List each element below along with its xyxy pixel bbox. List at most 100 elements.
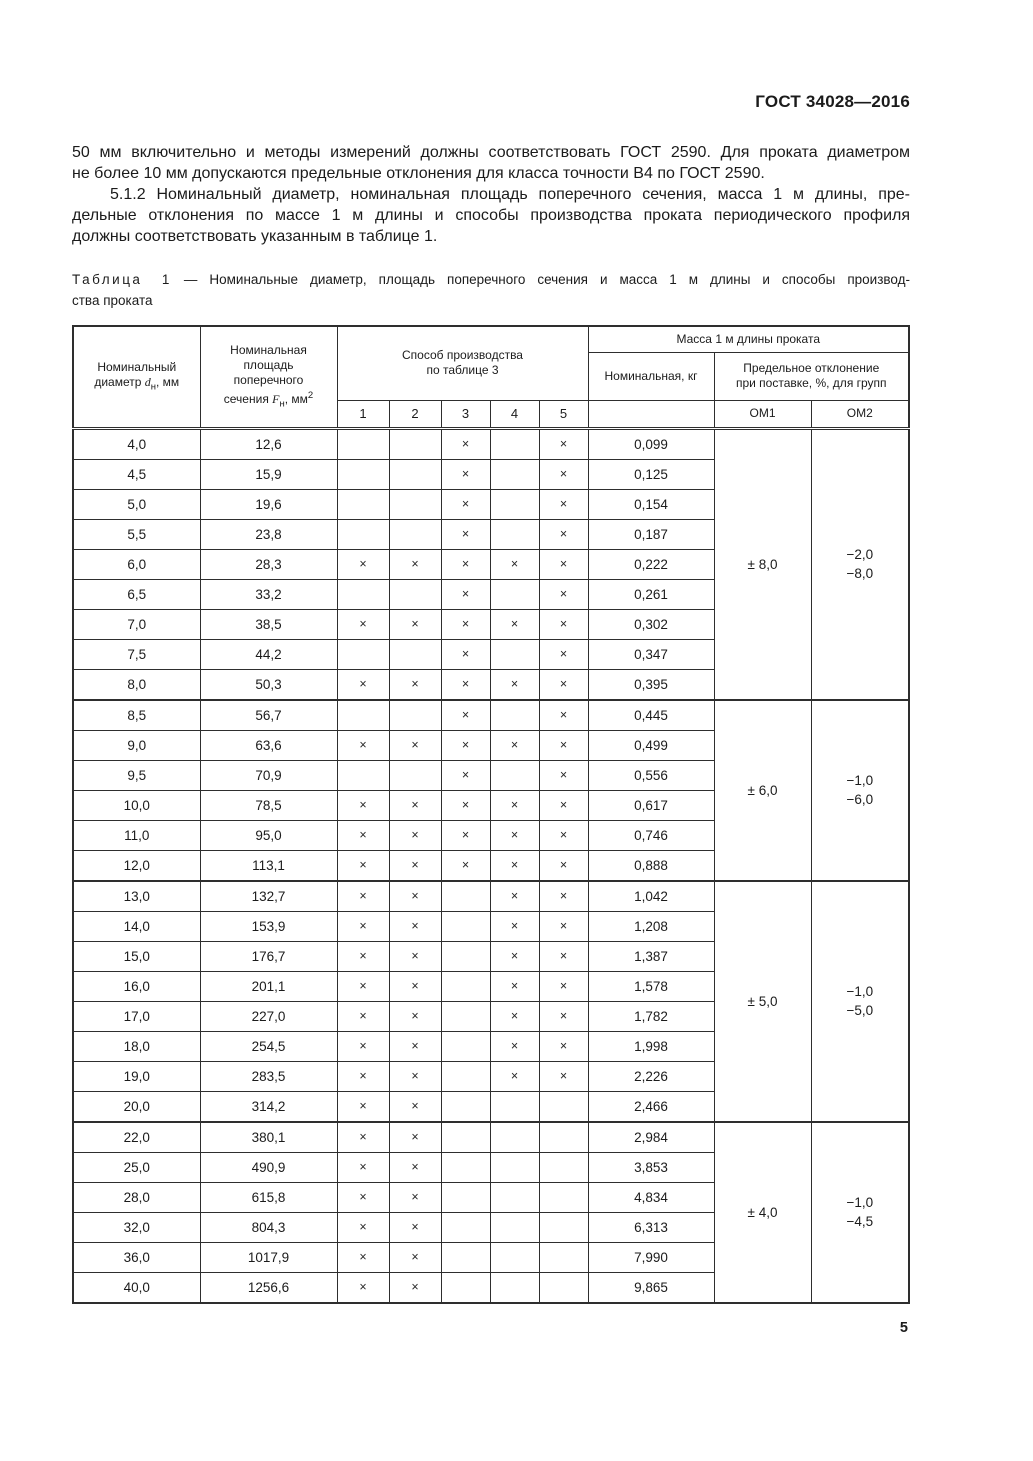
cell-area: 490,9 bbox=[199, 1151, 338, 1183]
cell-diameter: 10,0 bbox=[72, 789, 201, 821]
cell-area: 1256,6 bbox=[199, 1271, 338, 1303]
cell-method-3 bbox=[440, 1151, 491, 1183]
cell-method-3 bbox=[440, 1181, 491, 1213]
cell-method-2: × bbox=[388, 1151, 442, 1183]
cell-method-3: × bbox=[440, 819, 491, 851]
cell-method-5: × bbox=[538, 698, 589, 731]
cell-method-5 bbox=[538, 1241, 589, 1273]
cell-method-2: × bbox=[388, 668, 442, 700]
cell-area: 28,3 bbox=[199, 548, 338, 580]
cell-method-4: × bbox=[489, 1060, 540, 1092]
cell-method-3 bbox=[440, 970, 491, 1002]
col-header-mass: Масса 1 м длины проката bbox=[587, 325, 910, 353]
cell-method-1: × bbox=[336, 1030, 390, 1062]
cell-mass: 0,187 bbox=[587, 518, 715, 550]
table-row: 9,5 70,9 × × 0,556 bbox=[72, 759, 909, 791]
cell-diameter: 11,0 bbox=[72, 819, 201, 851]
cell-method-5: × bbox=[538, 940, 589, 972]
cell-method-2: × bbox=[388, 1181, 442, 1213]
cell-diameter: 6,5 bbox=[72, 578, 201, 610]
cell-area: 38,5 bbox=[199, 608, 338, 640]
table-row: 11,0 95,0 × × × × × 0,746 bbox=[72, 819, 909, 851]
cell-area: 50,3 bbox=[199, 668, 338, 700]
cell-diameter: 8,5 bbox=[72, 698, 201, 731]
cell-method-1: × bbox=[336, 1090, 390, 1122]
cell-diameter: 20,0 bbox=[72, 1090, 201, 1122]
cell-method-1: × bbox=[336, 1120, 390, 1153]
cell-method-1 bbox=[336, 698, 390, 731]
cell-method-4 bbox=[489, 1271, 540, 1303]
col-header-method-3: 3 bbox=[440, 399, 491, 430]
cell-method-5: × bbox=[538, 638, 589, 670]
cell-diameter: 14,0 bbox=[72, 910, 201, 942]
cell-method-5: × bbox=[538, 970, 589, 1002]
table-row: 28,0 615,8 × × 4,834 bbox=[72, 1181, 909, 1213]
cell-method-1 bbox=[336, 458, 390, 490]
paragraph-line: не более 10 мм допускаются предельные от… bbox=[72, 165, 765, 182]
cell-method-4 bbox=[489, 488, 540, 520]
cell-method-3 bbox=[440, 1030, 491, 1062]
cell-area: 63,6 bbox=[199, 729, 338, 761]
cell-method-5 bbox=[538, 1151, 589, 1183]
cell-method-2: × bbox=[388, 1120, 442, 1153]
paragraph-line: 5.1.2 Номинальный диаметр, номинальная п… bbox=[110, 186, 910, 203]
cell-method-5: × bbox=[538, 879, 589, 912]
cell-method-5: × bbox=[538, 910, 589, 942]
cell-mass: 6,313 bbox=[587, 1211, 715, 1243]
table-row: 7,5 44,2 × × 0,347 bbox=[72, 638, 909, 670]
cell-method-4 bbox=[489, 518, 540, 550]
table-row: 13,0 132,7 × × × × 1,042 ± 5,0 −1,0 −5,0 bbox=[72, 879, 910, 1122]
cell-method-4 bbox=[489, 1151, 540, 1183]
cell-method-1 bbox=[336, 427, 390, 460]
cell-diameter: 28,0 bbox=[72, 1181, 201, 1213]
cell-method-1 bbox=[336, 638, 390, 670]
cell-method-4: × bbox=[489, 729, 540, 761]
cell-area: 615,8 bbox=[199, 1181, 338, 1213]
cell-area: 153,9 bbox=[199, 910, 338, 942]
cell-method-5: × bbox=[538, 1060, 589, 1092]
cell-method-4 bbox=[489, 698, 540, 731]
cell-method-3: × bbox=[440, 729, 491, 761]
cell-diameter: 8,0 bbox=[72, 668, 201, 700]
table-caption-line: Таблица 1 — Номинальные диаметр, площадь… bbox=[72, 269, 910, 290]
cell-method-1: × bbox=[336, 1181, 390, 1213]
cell-method-1: × bbox=[336, 849, 390, 881]
cell-method-2 bbox=[388, 759, 442, 791]
cell-method-2: × bbox=[388, 608, 442, 640]
cell-mass: 1,208 bbox=[587, 910, 715, 942]
cell-area: 132,7 bbox=[199, 879, 338, 912]
table-row: 7,0 38,5 × × × × × 0,302 bbox=[72, 608, 909, 640]
cell-diameter: 15,0 bbox=[72, 940, 201, 972]
cell-diameter: 5,5 bbox=[72, 518, 201, 550]
table-row: 15,0 176,7 × × × × 1,387 bbox=[72, 940, 909, 972]
cell-method-1 bbox=[336, 488, 390, 520]
cell-method-1: × bbox=[336, 1271, 390, 1303]
cell-method-4: × bbox=[489, 910, 540, 942]
cell-method-2: × bbox=[388, 970, 442, 1002]
cell-method-4 bbox=[489, 638, 540, 670]
cell-diameter: 9,5 bbox=[72, 759, 201, 791]
cell-tolerance-om2: −2,0 −8,0 bbox=[810, 427, 910, 700]
cell-mass: 0,347 bbox=[587, 638, 715, 670]
cell-area: 70,9 bbox=[199, 759, 338, 791]
cell-mass: 1,998 bbox=[587, 1030, 715, 1062]
table-row: 32,0 804,3 × × 6,313 bbox=[72, 1211, 909, 1243]
cell-method-1 bbox=[336, 759, 390, 791]
cell-diameter: 4,5 bbox=[72, 458, 201, 490]
cell-method-4: × bbox=[489, 1000, 540, 1032]
cell-diameter: 9,0 bbox=[72, 729, 201, 761]
table-caption: Таблица 1 — Номинальные диаметр, площадь… bbox=[72, 269, 910, 311]
cell-tolerance-om2: −1,0 −6,0 bbox=[810, 698, 910, 881]
table-header-row: 1 2 3 4 5 ОМ1 ОМ2 bbox=[73, 399, 910, 430]
cell-method-1: × bbox=[336, 789, 390, 821]
cell-method-2: × bbox=[388, 849, 442, 881]
cell-mass: 4,834 bbox=[587, 1181, 715, 1213]
page-content: ГОСТ 34028—2016 50 мм включительно и мет… bbox=[72, 0, 911, 1336]
cell-diameter: 19,0 bbox=[72, 1060, 201, 1092]
cell-method-2: × bbox=[388, 940, 442, 972]
cell-method-2 bbox=[388, 518, 442, 550]
cell-method-5: × bbox=[538, 1000, 589, 1032]
table-caption-line: ства проката bbox=[72, 293, 153, 308]
cell-diameter: 25,0 bbox=[72, 1151, 201, 1183]
cell-method-4 bbox=[489, 1090, 540, 1122]
